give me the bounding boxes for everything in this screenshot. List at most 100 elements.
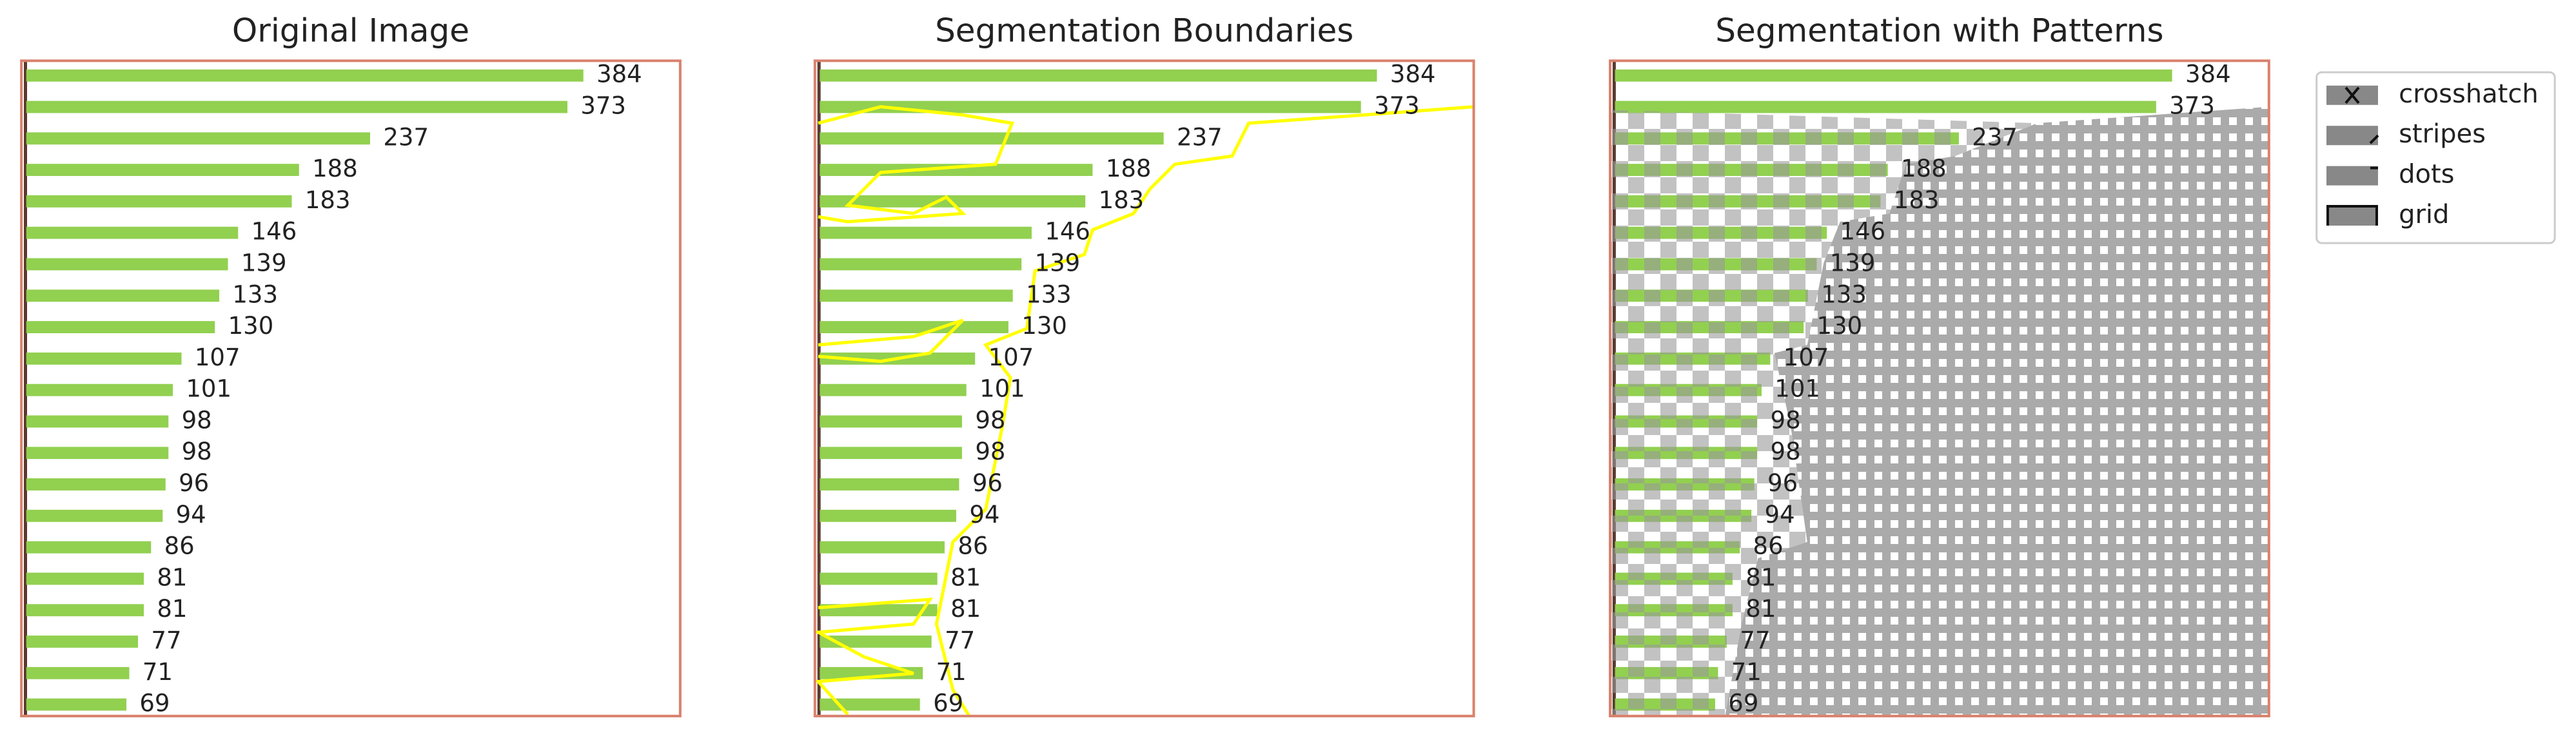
value-label: 77 <box>151 626 181 654</box>
bar <box>26 258 228 271</box>
bar <box>1615 101 2156 113</box>
value-label: 183 <box>1099 186 1145 214</box>
value-label: 373 <box>2169 92 2215 120</box>
bar <box>820 509 956 522</box>
segmentation-boundary <box>934 105 1474 717</box>
bar <box>26 604 144 617</box>
value-label: 86 <box>958 532 988 560</box>
value-label: 373 <box>1374 92 1420 120</box>
value-label: 101 <box>186 375 231 403</box>
bar <box>26 226 239 239</box>
bar <box>26 572 144 585</box>
grid-pattern-region <box>1725 106 2269 716</box>
value-label: 107 <box>195 344 241 371</box>
bar <box>820 478 959 490</box>
bar <box>820 258 1022 271</box>
bar <box>820 69 1377 82</box>
value-label: 139 <box>1830 249 1876 277</box>
segmentation-boundary <box>818 318 964 364</box>
value-label: 101 <box>1775 375 1820 403</box>
legend-patch <box>2326 166 2378 186</box>
bar <box>820 636 932 648</box>
value-label: 81 <box>1745 595 1776 623</box>
segmentation-boundary <box>812 597 934 716</box>
bar <box>26 321 215 333</box>
value-label: 71 <box>936 658 967 686</box>
value-label: 146 <box>1840 218 1886 246</box>
value-label: 77 <box>945 626 975 654</box>
legend-patch <box>2326 206 2378 226</box>
bar <box>26 509 163 522</box>
panel-border <box>20 59 682 717</box>
bar <box>1615 69 2172 82</box>
panel-title: Segmentation Boundaries <box>935 12 1353 49</box>
bar <box>26 164 299 177</box>
value-label: 77 <box>1740 626 1770 654</box>
value-label: 81 <box>157 595 187 623</box>
value-label: 183 <box>305 186 351 214</box>
value-label: 237 <box>383 123 429 151</box>
bar <box>820 384 967 396</box>
value-label: 107 <box>988 344 1034 371</box>
legend-box <box>2315 71 2556 244</box>
value-label: 373 <box>580 92 626 120</box>
value-label: 98 <box>975 406 1005 434</box>
value-label: 86 <box>1753 532 1784 560</box>
value-label: 94 <box>1765 501 1795 529</box>
value-label: 130 <box>228 312 274 340</box>
panel-title: Original Image <box>232 12 469 49</box>
bar <box>820 101 1361 113</box>
legend-label: crosshatch <box>2399 79 2539 109</box>
segmentation-boundary <box>818 105 1015 224</box>
panel-border <box>813 59 1475 717</box>
value-label: 130 <box>1817 312 1863 340</box>
value-label: 384 <box>2185 61 2231 88</box>
bar <box>26 384 173 396</box>
value-label: 237 <box>1972 123 2018 151</box>
value-label: 183 <box>1894 186 1940 214</box>
bar <box>820 289 1013 302</box>
bar <box>26 69 584 82</box>
legend-icon <box>2369 134 2379 144</box>
value-label: 98 <box>1771 438 1801 465</box>
value-label: 94 <box>176 501 206 529</box>
value-label: 384 <box>596 61 642 88</box>
value-label: 98 <box>182 406 212 434</box>
bar <box>26 195 292 208</box>
value-label: 146 <box>1045 218 1090 246</box>
bar <box>26 447 169 460</box>
value-label: 69 <box>933 690 963 717</box>
value-label: 69 <box>1728 690 1758 717</box>
value-label: 130 <box>1021 312 1067 340</box>
legend-label: stripes <box>2399 119 2486 149</box>
bar <box>26 478 166 490</box>
bar <box>820 604 938 617</box>
legend-patch <box>2326 126 2378 146</box>
bar <box>820 698 920 711</box>
value-label: 107 <box>1784 344 1829 371</box>
value-label: 101 <box>979 375 1025 403</box>
value-label: 139 <box>1035 249 1081 277</box>
value-label: 139 <box>241 249 287 277</box>
value-label: 69 <box>139 690 170 717</box>
value-label: 188 <box>1106 155 1152 182</box>
bar <box>26 289 220 302</box>
value-label: 81 <box>950 563 981 591</box>
panel-border <box>1609 59 2270 717</box>
value-label: 81 <box>157 563 187 591</box>
value-label: 188 <box>1901 155 1947 182</box>
value-label: 71 <box>143 658 173 686</box>
value-label: 384 <box>1390 61 1436 88</box>
bar <box>820 321 1008 333</box>
value-label: 98 <box>1771 406 1801 434</box>
value-label: 86 <box>164 532 195 560</box>
bar <box>26 666 130 679</box>
bar <box>26 415 169 428</box>
value-label: 98 <box>182 438 212 465</box>
legend-label: dots <box>2399 160 2454 189</box>
bar <box>820 132 1164 145</box>
value-label: 96 <box>179 469 209 497</box>
value-label: 188 <box>312 155 358 182</box>
bar <box>820 226 1032 239</box>
